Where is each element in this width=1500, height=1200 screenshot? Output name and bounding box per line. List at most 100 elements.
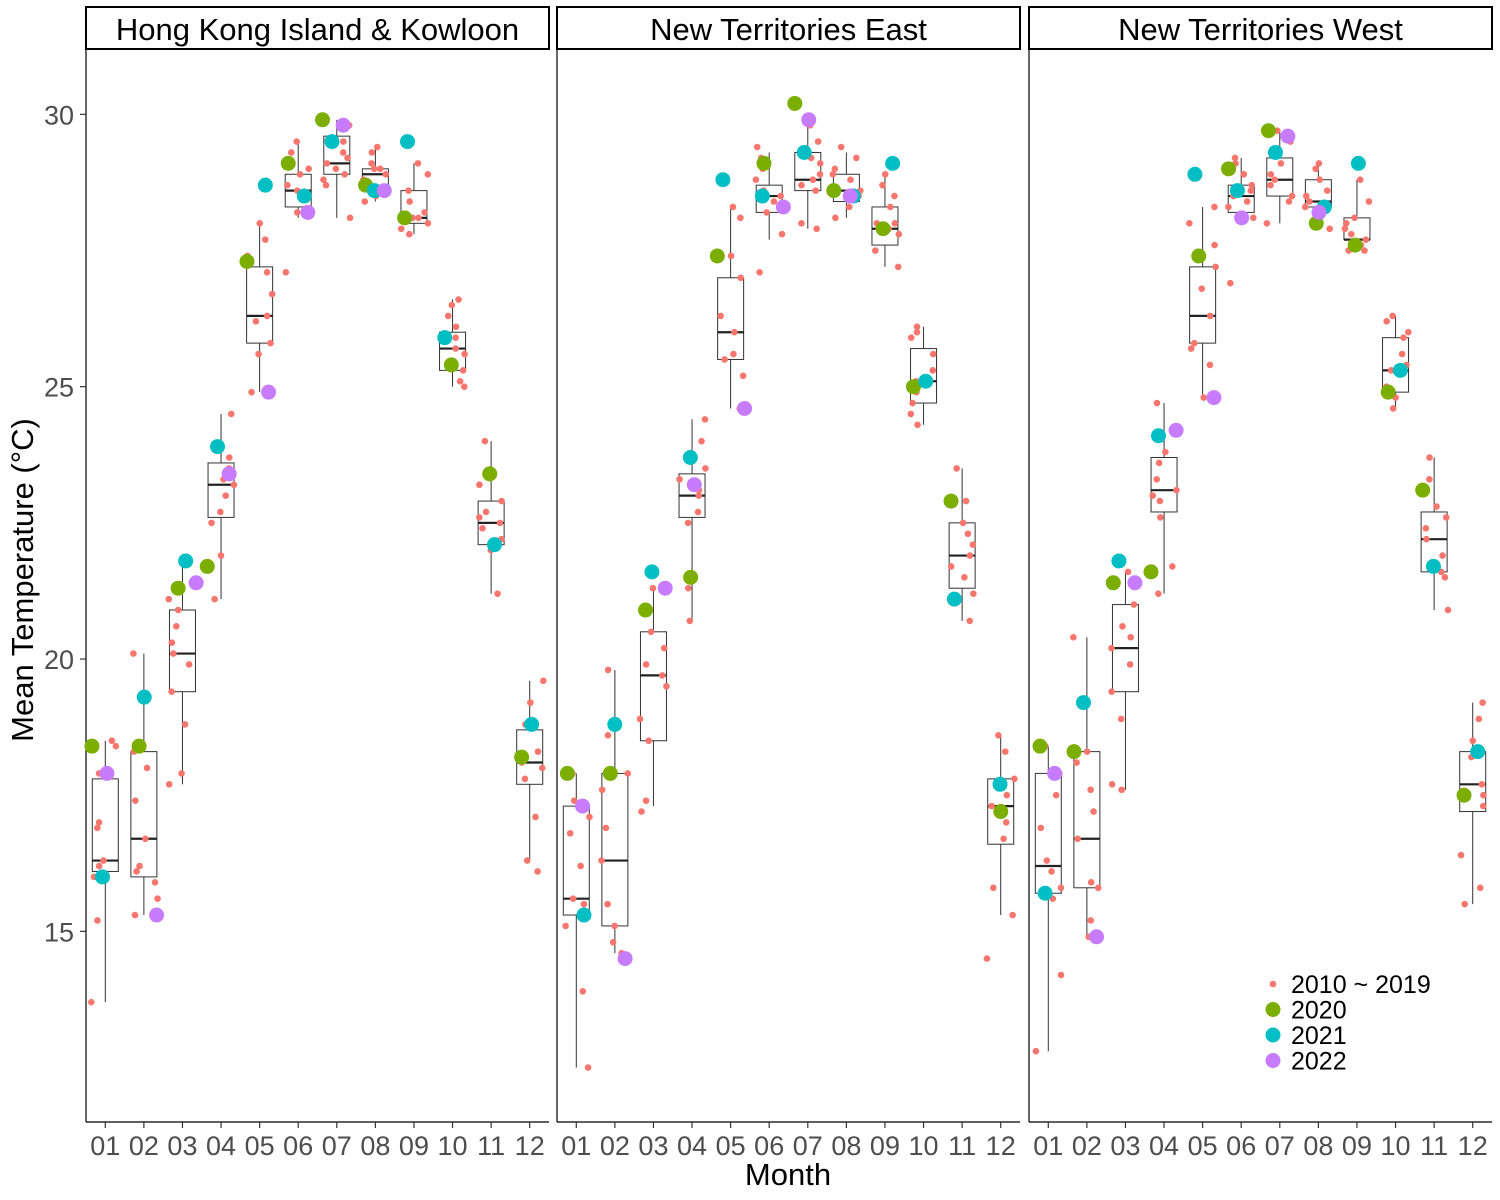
point-2010-2019 (853, 154, 860, 162)
point-2010-2019 (1173, 486, 1180, 494)
point-2010-2019 (255, 350, 262, 358)
x-tick-label: 09 (1342, 1131, 1372, 1161)
point-2010-2019 (879, 181, 886, 189)
point-2020 (239, 253, 255, 269)
point-2010-2019 (256, 219, 264, 227)
point-2010-2019 (455, 296, 462, 303)
point-2010-2019 (1212, 263, 1219, 271)
panels-layer: Hong Kong Island & Kowloon 15 20 25 30 01 02 03… (44, 6, 1493, 1161)
x-tick-label: 12 (1458, 1131, 1488, 1161)
point-2020 (787, 95, 803, 111)
point-2022 (300, 204, 316, 220)
point-2010-2019 (1342, 219, 1350, 227)
point-2022 (1127, 575, 1143, 591)
point-2010-2019 (481, 437, 489, 445)
point-2020 (638, 602, 654, 618)
point-2010-2019 (1323, 187, 1331, 194)
point-2010-2019 (341, 170, 349, 178)
point-2010-2019 (452, 323, 460, 331)
point-2010-2019 (698, 437, 705, 445)
point-2010-2019 (1326, 225, 1333, 233)
point-2010-2019 (686, 617, 694, 625)
x-axis-title: Month (745, 1157, 831, 1192)
point-2010-2019 (459, 367, 467, 374)
point-2022 (801, 112, 817, 128)
y-tick-label: 15 (44, 917, 74, 947)
y-tick-label: 20 (44, 645, 74, 675)
point-2010-2019 (737, 214, 744, 222)
point-2010-2019 (1441, 574, 1449, 581)
point-2010-2019 (894, 263, 902, 271)
point-2010-2019 (1052, 791, 1060, 799)
point-2010-2019 (602, 824, 610, 832)
point-2010-2019 (913, 328, 921, 336)
point-2022 (1206, 390, 1222, 406)
point-2010-2019 (702, 465, 709, 472)
point-2010-2019 (645, 737, 653, 745)
point-2010-2019 (569, 895, 577, 902)
point-2010-2019 (1422, 525, 1430, 532)
point-2010-2019 (370, 165, 378, 173)
point-2010-2019 (695, 492, 703, 499)
point-2010-2019 (132, 797, 139, 804)
point-2010-2019 (1267, 181, 1274, 189)
point-2010-2019 (217, 508, 224, 516)
point-2022 (775, 199, 791, 215)
point-2010-2019 (831, 165, 839, 173)
point-2010-2019 (756, 269, 763, 276)
point-2020 (1456, 787, 1472, 803)
point-2010-2019 (406, 230, 413, 238)
point-2020 (993, 804, 1009, 820)
point-2022 (261, 384, 277, 400)
point-2010-2019 (816, 170, 824, 178)
point-2010-2019 (1478, 781, 1486, 788)
point-2010-2019 (1118, 786, 1125, 794)
point-2010-2019 (1315, 160, 1323, 167)
point-2010-2019 (322, 181, 330, 189)
point-2010-2019 (415, 214, 422, 222)
x-tick-label: 04 (206, 1131, 236, 1161)
point-2010-2019 (829, 170, 837, 178)
point-2022 (657, 580, 673, 596)
point-2010-2019 (1187, 345, 1195, 352)
point-2010-2019 (361, 198, 369, 205)
point-2010-2019 (814, 138, 822, 145)
point-2020 (1380, 384, 1396, 400)
point-2022 (149, 907, 165, 923)
x-tick-label: 03 (1110, 1131, 1140, 1161)
point-2022 (376, 183, 392, 199)
point-2010-2019 (1469, 737, 1477, 745)
point-2010-2019 (1362, 236, 1370, 243)
point-2010-2019 (332, 165, 340, 173)
point-2010-2019 (1301, 203, 1309, 211)
point-2010-2019 (847, 176, 854, 184)
point-2022 (842, 188, 858, 204)
point-2010-2019 (1169, 563, 1176, 570)
facet-title: Hong Kong Island & Kowloon (116, 12, 519, 47)
point-2010-2019 (1475, 715, 1483, 723)
x-tick-label: 01 (561, 1131, 591, 1161)
point-2020 (1191, 248, 1207, 264)
point-2010-2019 (1117, 715, 1125, 723)
point-2010-2019 (684, 519, 692, 527)
point-2010-2019 (444, 312, 452, 320)
point-2010-2019 (165, 595, 173, 603)
point-2010-2019 (1001, 748, 1009, 755)
point-2010-2019 (208, 519, 215, 527)
point-2020 (826, 183, 842, 199)
point-2020 (756, 155, 772, 171)
point-2010-2019 (1444, 606, 1452, 614)
point-2010-2019 (727, 252, 735, 260)
point-2010-2019 (344, 154, 351, 162)
point-2010-2019 (1356, 176, 1364, 184)
point-2010-2019 (252, 318, 260, 325)
point-2010-2019 (962, 497, 970, 505)
point-2010-2019 (1206, 361, 1214, 369)
point-2010-2019 (151, 879, 159, 886)
point-2010-2019 (1398, 350, 1406, 358)
point-2020 (875, 221, 891, 237)
point-2010-2019 (832, 214, 839, 222)
point-2010-2019 (1153, 399, 1161, 407)
point-2010-2019 (684, 584, 692, 592)
point-2010-2019 (136, 862, 143, 870)
